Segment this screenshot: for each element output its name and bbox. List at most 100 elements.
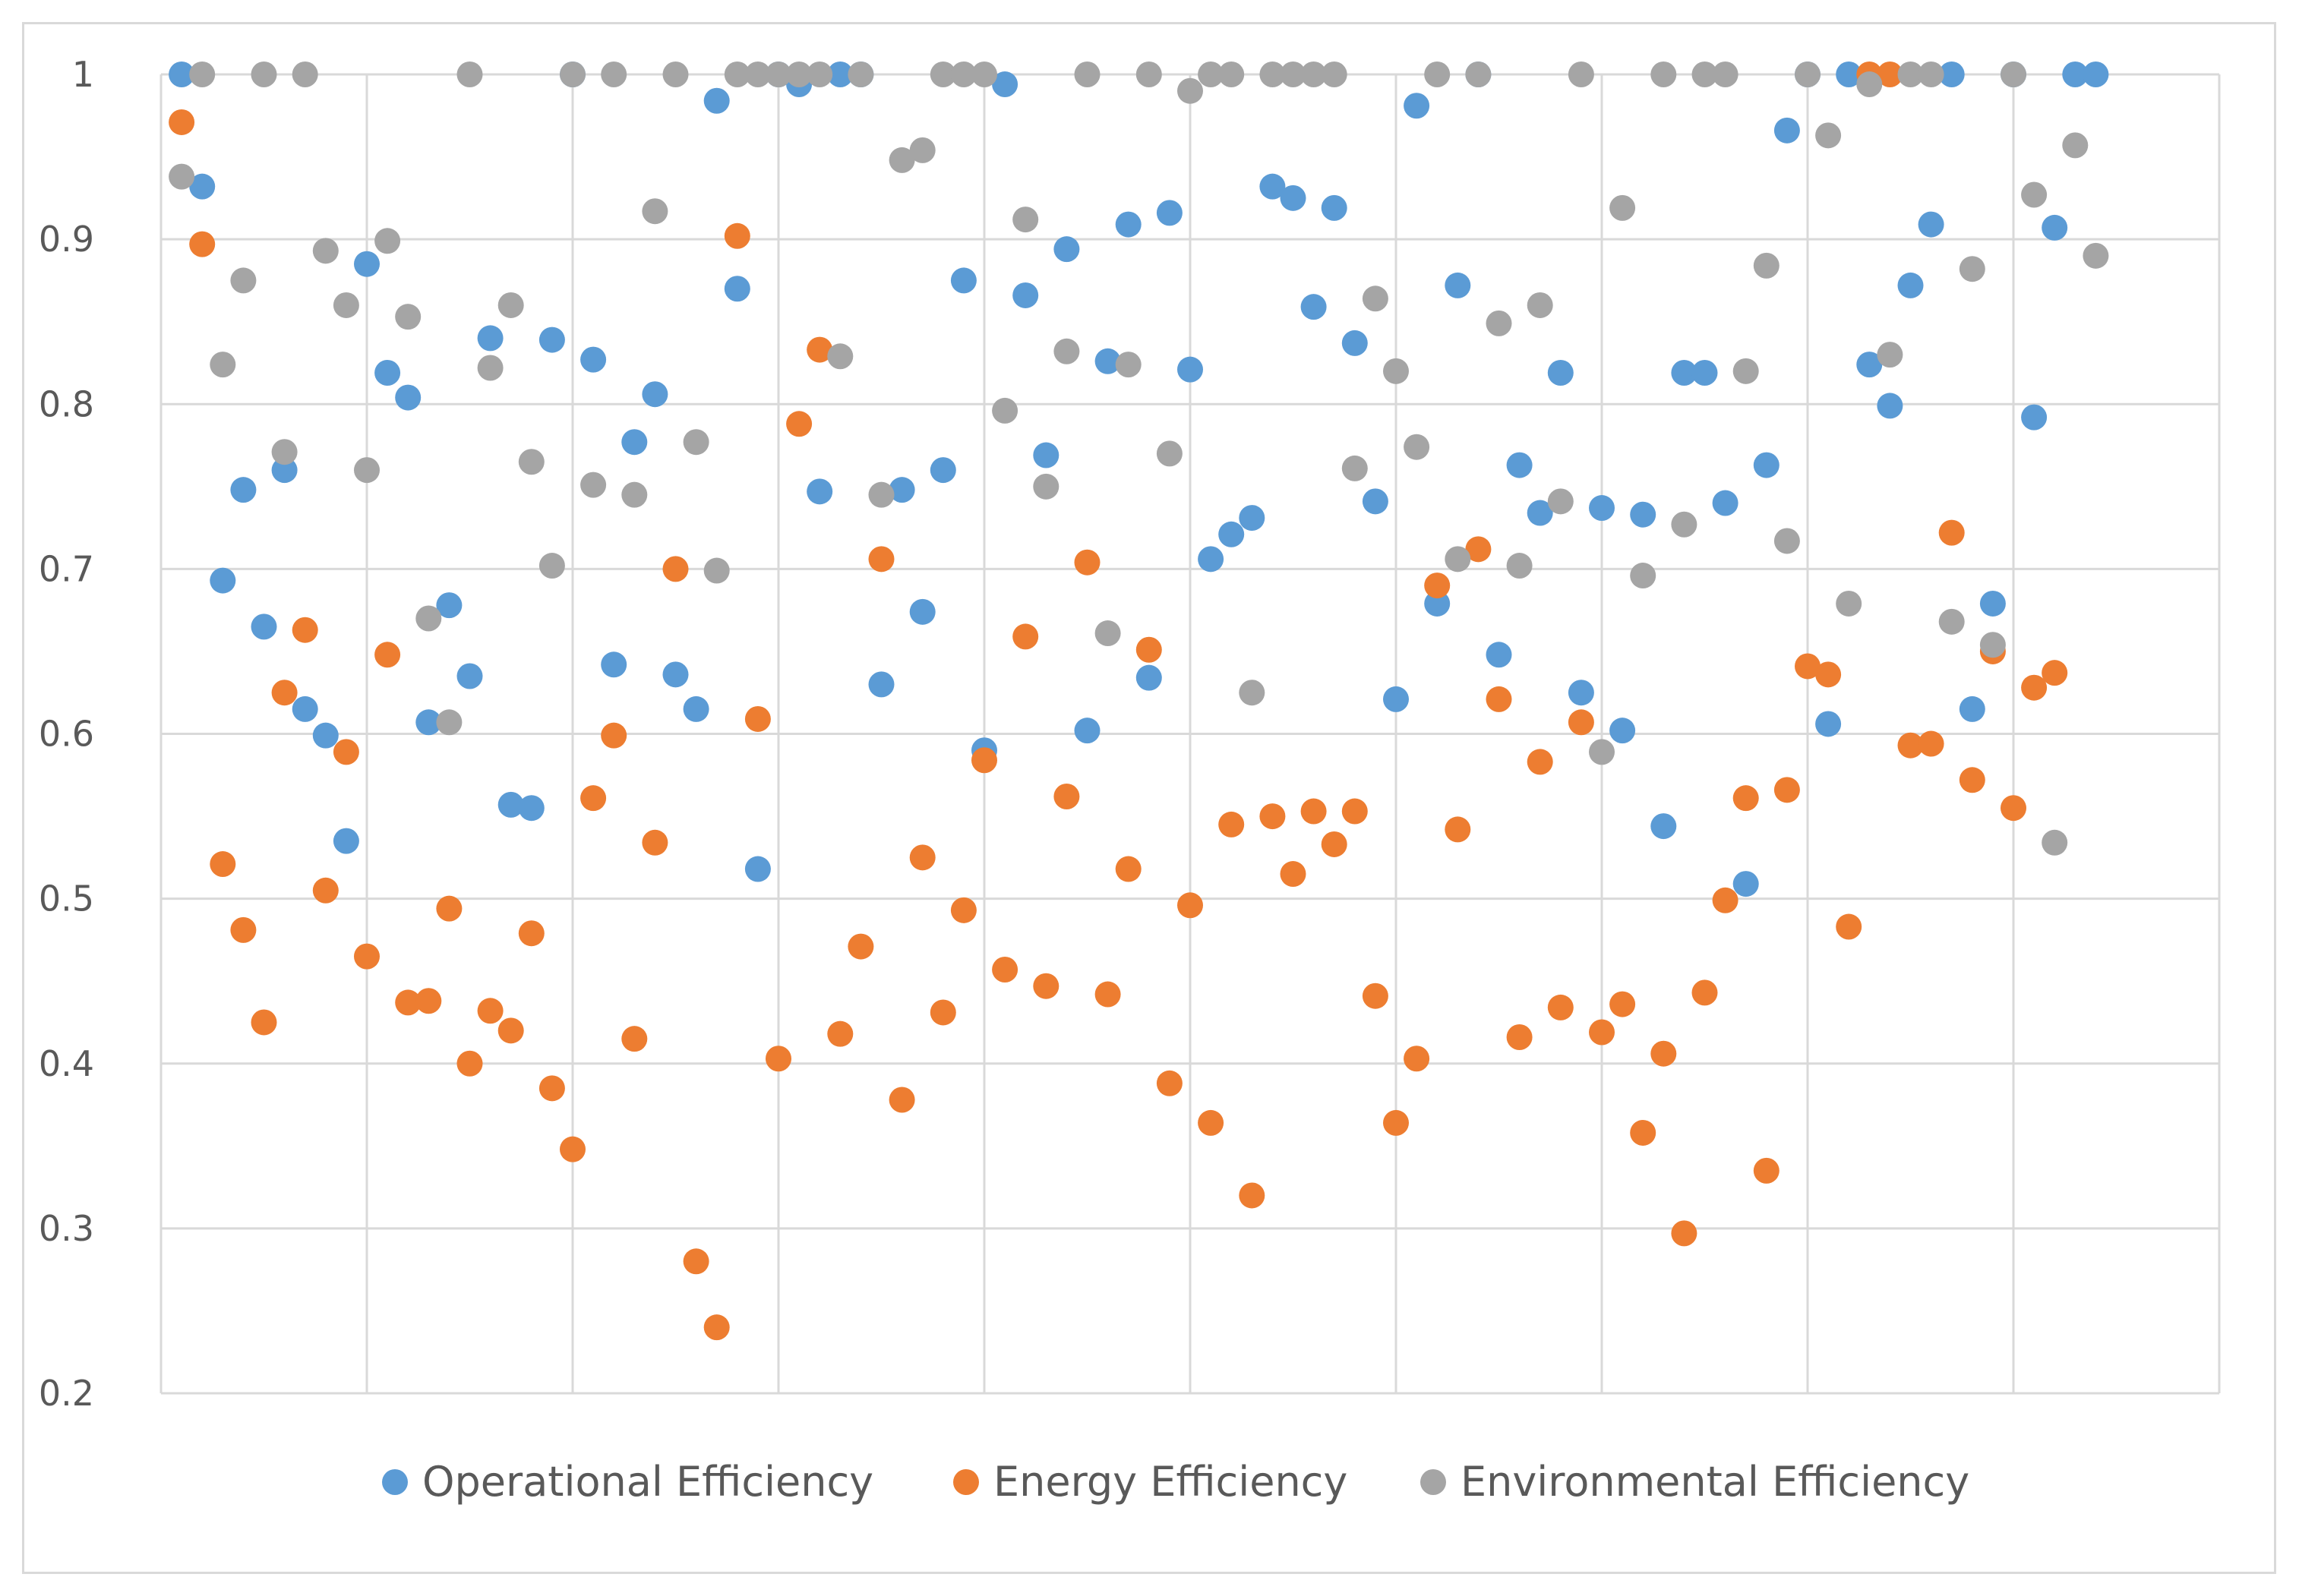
data-point: [1321, 194, 1347, 221]
data-point: [456, 663, 483, 689]
data-point: [1198, 62, 1224, 87]
data-point: [456, 62, 483, 87]
data-point: [1156, 1070, 1183, 1096]
data-point: [621, 481, 648, 508]
data-point: [2021, 674, 2048, 701]
data-point: [169, 109, 195, 135]
data-point: [292, 695, 318, 722]
data-point: [1527, 292, 1553, 318]
data-point: [1773, 528, 1800, 554]
data-point: [827, 1020, 854, 1047]
data-point: [807, 336, 833, 363]
data-point: [1218, 62, 1245, 87]
data-point: [354, 251, 380, 277]
data-point: [518, 795, 545, 822]
data-point: [703, 557, 730, 584]
y-tick-label: 0.5: [39, 878, 94, 919]
data-point: [1753, 252, 1780, 279]
legend-marker-3: [1420, 1469, 1446, 1495]
data-point: [1877, 62, 1903, 87]
data-point: [827, 343, 854, 370]
data-point: [1383, 686, 1409, 712]
data-point: [889, 477, 915, 503]
data-point: [1300, 798, 1327, 825]
data-point: [230, 916, 257, 943]
data-point: [2021, 404, 2048, 431]
data-point: [827, 62, 854, 87]
data-point: [1486, 310, 1512, 336]
data-point: [703, 1314, 730, 1341]
data-point: [868, 546, 895, 572]
data-point: [210, 851, 236, 878]
data-point: [1918, 62, 1944, 87]
data-point: [415, 709, 442, 736]
data-point: [251, 1009, 277, 1036]
data-point: [271, 439, 298, 465]
data-point: [2062, 132, 2089, 159]
data-point: [580, 346, 607, 373]
data-point: [1341, 455, 1368, 481]
data-point: [1547, 994, 1574, 1020]
y-tick-label: 0.7: [39, 548, 94, 589]
data-point: [518, 449, 545, 475]
data-point: [1732, 358, 1759, 384]
data-point: [1198, 1109, 1224, 1136]
data-points: [169, 62, 2109, 1341]
data-point: [1033, 442, 1059, 468]
data-point: [1177, 356, 1203, 383]
data-point: [1938, 519, 1965, 546]
data-point: [1012, 623, 1039, 650]
data-point: [744, 62, 771, 87]
data-point: [971, 62, 997, 87]
data-point: [436, 709, 463, 736]
data-point: [992, 71, 1018, 98]
data-point: [518, 920, 545, 947]
data-point: [1773, 117, 1800, 144]
data-point: [930, 457, 956, 484]
data-point: [497, 1017, 524, 1044]
legend-marker-2: [953, 1469, 979, 1495]
data-point: [683, 429, 709, 456]
data-point: [909, 137, 936, 163]
data-point: [312, 722, 339, 749]
data-point: [1177, 892, 1203, 919]
data-point: [744, 856, 771, 882]
data-point: [210, 352, 236, 378]
data-point: [415, 988, 442, 1014]
data-point: [766, 62, 791, 87]
data-point: [395, 989, 422, 1016]
data-point: [1568, 62, 1594, 87]
data-point: [2001, 62, 2026, 87]
data-point: [415, 605, 442, 632]
data-point: [1445, 816, 1471, 843]
legend-label-1: Operational Efficiency: [422, 1458, 873, 1506]
data-point: [1671, 511, 1697, 538]
data-point: [1979, 632, 2006, 658]
series-2: [169, 62, 2068, 1341]
data-point: [1198, 546, 1224, 572]
y-tick-label: 1: [72, 54, 94, 95]
data-point: [930, 999, 956, 1026]
data-point: [1691, 979, 1718, 1006]
data-point: [354, 943, 380, 970]
data-point: [580, 472, 607, 498]
data-point: [1856, 71, 1883, 98]
data-point: [1259, 62, 1286, 87]
data-point: [1671, 359, 1697, 386]
data-point: [1753, 452, 1780, 478]
data-point: [312, 238, 339, 264]
data-point: [1135, 636, 1162, 663]
data-point: [766, 1046, 791, 1072]
data-point: [868, 671, 895, 698]
data-point: [1135, 62, 1162, 87]
data-point: [1280, 185, 1306, 211]
data-point: [1856, 352, 1883, 378]
data-point: [786, 62, 813, 87]
data-point: [601, 722, 627, 749]
legend-marker-1: [382, 1469, 408, 1495]
data-point: [1527, 749, 1553, 775]
data-point: [1094, 981, 1121, 1008]
data-point: [1609, 718, 1636, 744]
data-point: [1753, 1157, 1780, 1184]
data-point: [1712, 490, 1738, 516]
